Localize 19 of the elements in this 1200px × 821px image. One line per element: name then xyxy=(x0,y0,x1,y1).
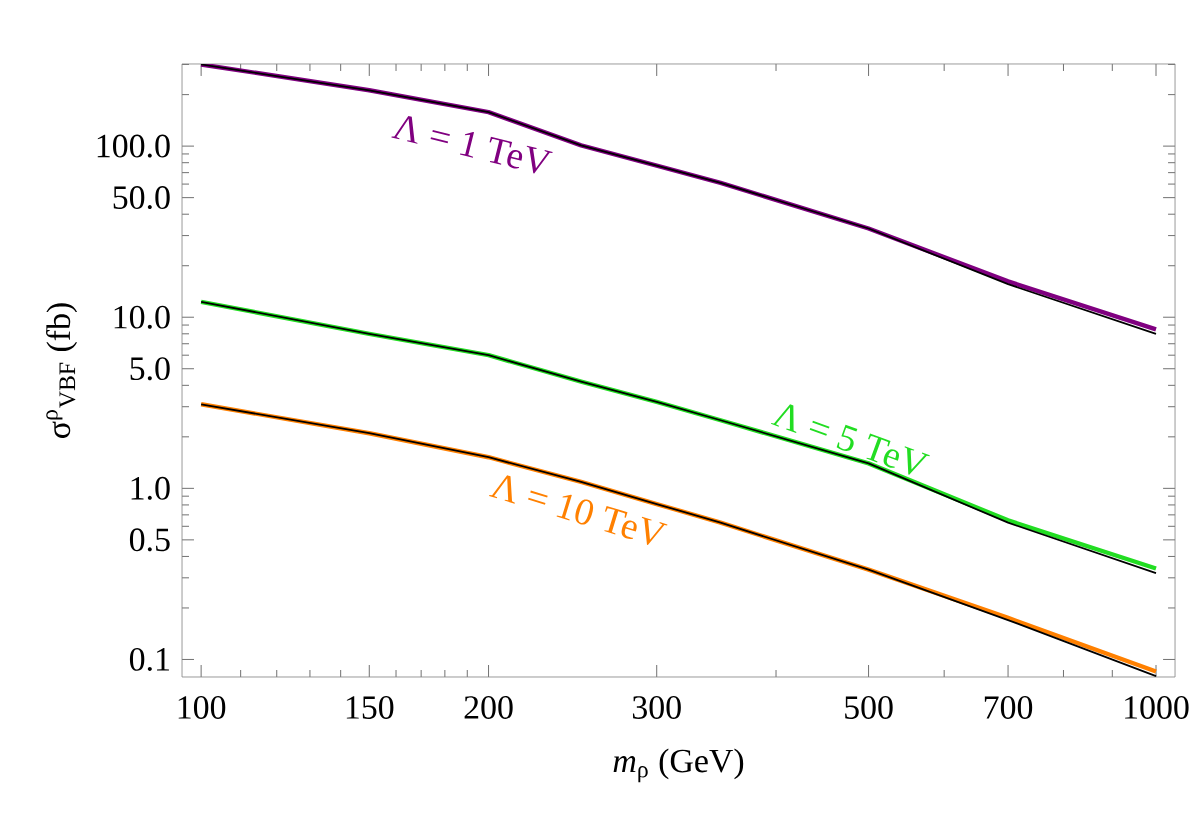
annotation: Λ = 10 TeV xyxy=(489,475,668,545)
x-tick-label: 100 xyxy=(178,696,226,719)
x-axis-title: m$_{ρ}$ (GeV) xyxy=(613,748,744,783)
x-tick-label: 300 xyxy=(632,696,681,719)
annotation: Λ = 5 TeV xyxy=(770,404,930,475)
x-tick-label: 500 xyxy=(845,696,893,719)
y-tick-label: 0.5 xyxy=(129,528,170,552)
annotation: Λ = 1 TeV xyxy=(391,115,553,174)
x-tick-label: 200 xyxy=(464,696,513,719)
y-tick-label: 100.0 xyxy=(97,134,170,158)
y-tick-label: 1.0 xyxy=(131,476,170,500)
y-axis-title: σ$^{ρ}$$_{VBF}$ (fb) xyxy=(46,303,78,438)
y-tick-label: 10.0 xyxy=(114,305,170,329)
y-tick-label: 5.0 xyxy=(130,357,170,381)
y-tick-label: 0.1 xyxy=(129,647,169,671)
x-tick-label: 1000 xyxy=(1125,696,1189,719)
y-tick-label: 50.0 xyxy=(113,186,170,210)
x-tick-label: 700 xyxy=(984,696,1033,719)
x-tick-label: 150 xyxy=(346,696,394,719)
